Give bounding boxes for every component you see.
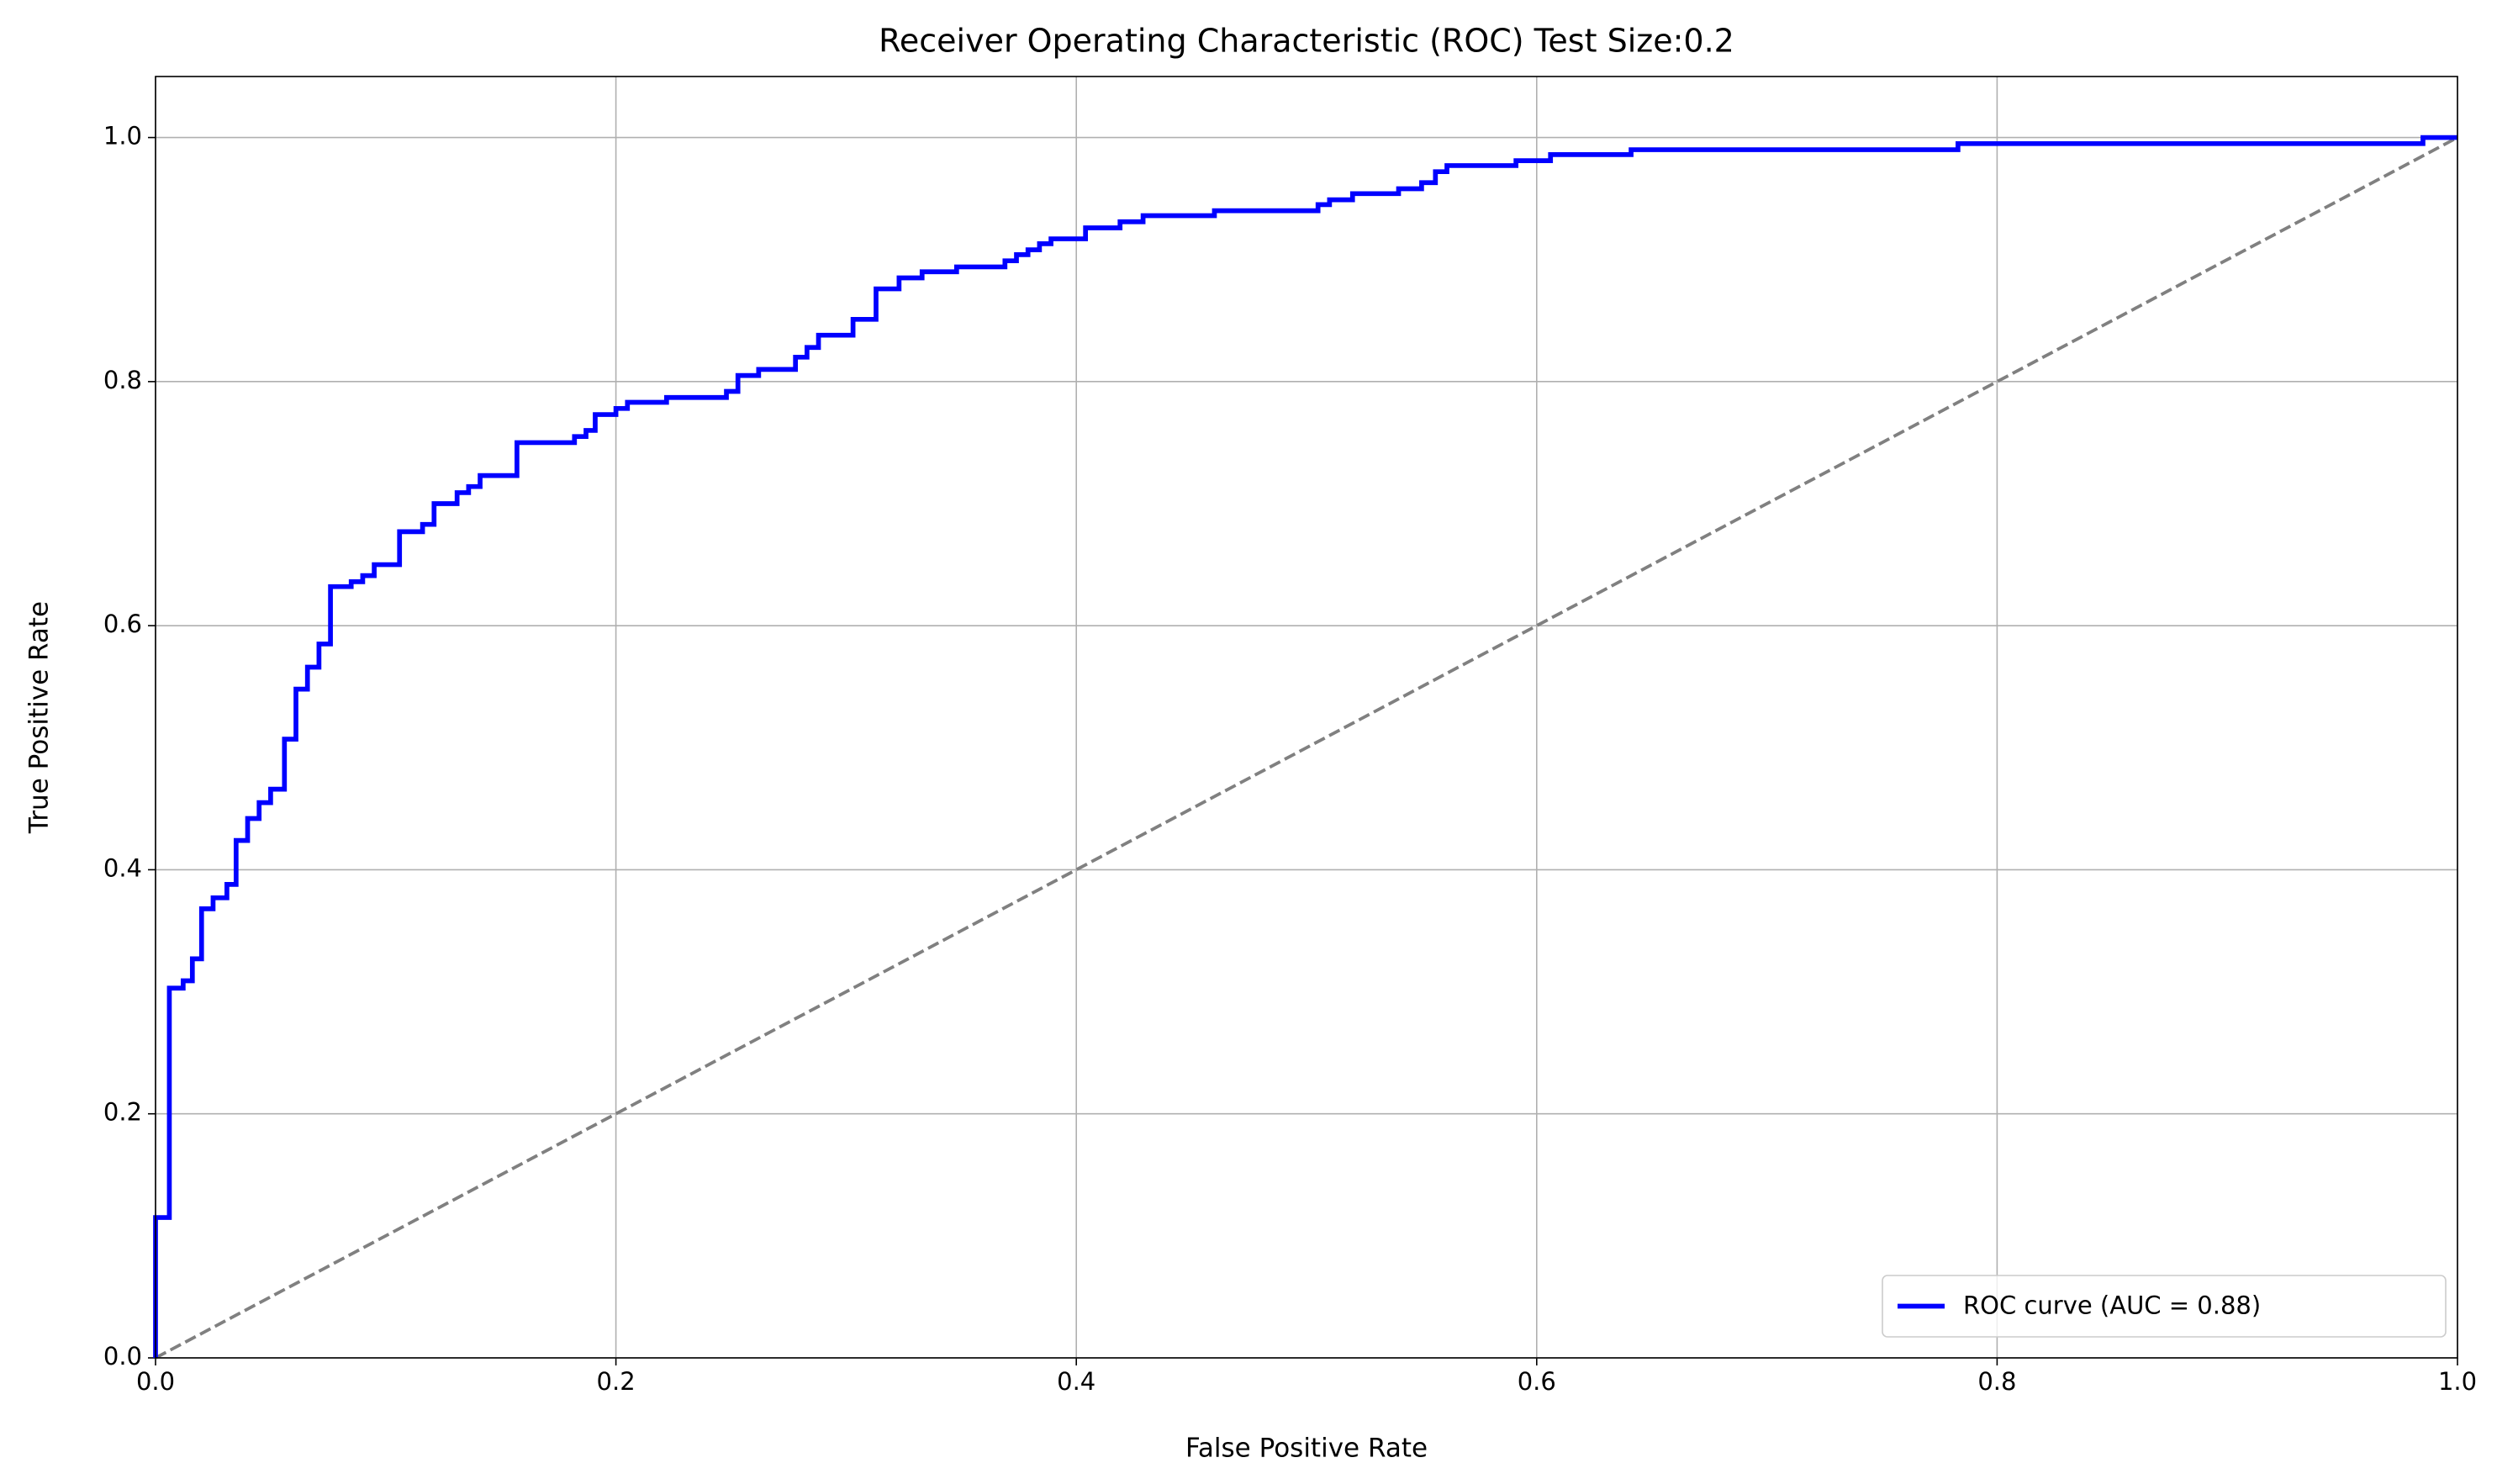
legend-box [1882,1275,2447,1338]
x-tick-label: 1.0 [2438,1367,2477,1396]
x-tick-label: 0.6 [1518,1367,1556,1396]
x-axis-label: False Positive Rate [1185,1434,1428,1464]
x-tick-label: 0.2 [597,1367,636,1396]
y-tick-label: 0.8 [103,366,142,394]
axes-frame [155,76,2458,1359]
y-axis-label: True Positive Rate [24,601,55,834]
reference-line [155,135,2458,1360]
y-tick-label: 0.6 [103,610,142,638]
y-tick-label: 0.0 [103,1342,142,1370]
y-tick-label: 0.4 [103,853,142,882]
y-tick-label: 1.0 [103,122,142,151]
y-tick-label: 0.2 [103,1098,142,1127]
roc-curve [153,135,2457,1358]
legend-label: ROC curve (AUC = 0.88) [1963,1291,2261,1320]
x-tick-label: 0.0 [136,1367,175,1396]
chart-title: Receiver Operating Characteristic (ROC) … [879,23,1734,60]
x-tick-label: 0.8 [1977,1367,2016,1396]
x-tick-label: 0.4 [1057,1367,1095,1396]
